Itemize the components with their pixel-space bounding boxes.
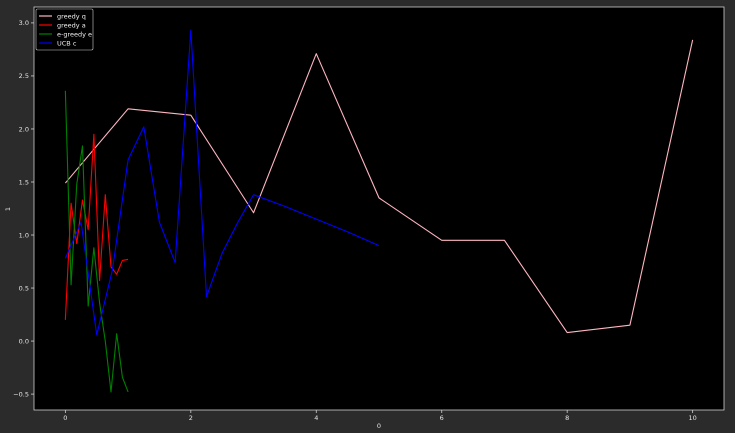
y-tick-label: 3.0 xyxy=(19,19,29,27)
x-axis: 0 2 4 6 8 10 xyxy=(63,410,697,422)
y-axis-label: 1 xyxy=(4,207,12,211)
plot-area xyxy=(34,7,724,410)
x-tick-label: 8 xyxy=(565,414,569,422)
legend-box xyxy=(35,8,94,51)
y-tick-label: −0.5 xyxy=(13,390,29,398)
x-tick-label: 4 xyxy=(314,414,318,422)
x-tick-label: 6 xyxy=(440,414,444,422)
y-tick-label: 0.0 xyxy=(19,337,29,345)
y-tick-label: 1.0 xyxy=(19,231,29,239)
x-tick-label: 0 xyxy=(63,414,67,422)
series-line-ucb-c xyxy=(64,29,380,336)
series-line-e-greedy-e xyxy=(64,90,129,393)
y-axis: −0.5 0.0 0.5 1.0 1.5 2.0 2.5 3.0 xyxy=(13,19,34,398)
legend-label-ucb-c: UCB c xyxy=(57,39,77,47)
legend-label-greedy-a: greedy a xyxy=(57,21,86,29)
series-line-greedy-a xyxy=(64,133,129,320)
x-axis-label: 0 xyxy=(377,422,381,430)
y-tick-label: 0.5 xyxy=(19,284,29,292)
y-tick-label: 1.5 xyxy=(19,178,29,186)
legend-label-e-greedy-e: e-greedy e xyxy=(57,30,92,38)
plot-frame xyxy=(33,6,725,411)
y-tick-label: 2.5 xyxy=(19,72,29,80)
x-tick-label: 2 xyxy=(189,414,193,422)
legend-label-greedy-q: greedy q xyxy=(57,12,86,20)
y-tick-label: 2.0 xyxy=(19,125,29,133)
x-tick-label: 10 xyxy=(688,414,696,422)
series-line-greedy-q xyxy=(64,39,694,334)
series-layer xyxy=(64,29,694,393)
